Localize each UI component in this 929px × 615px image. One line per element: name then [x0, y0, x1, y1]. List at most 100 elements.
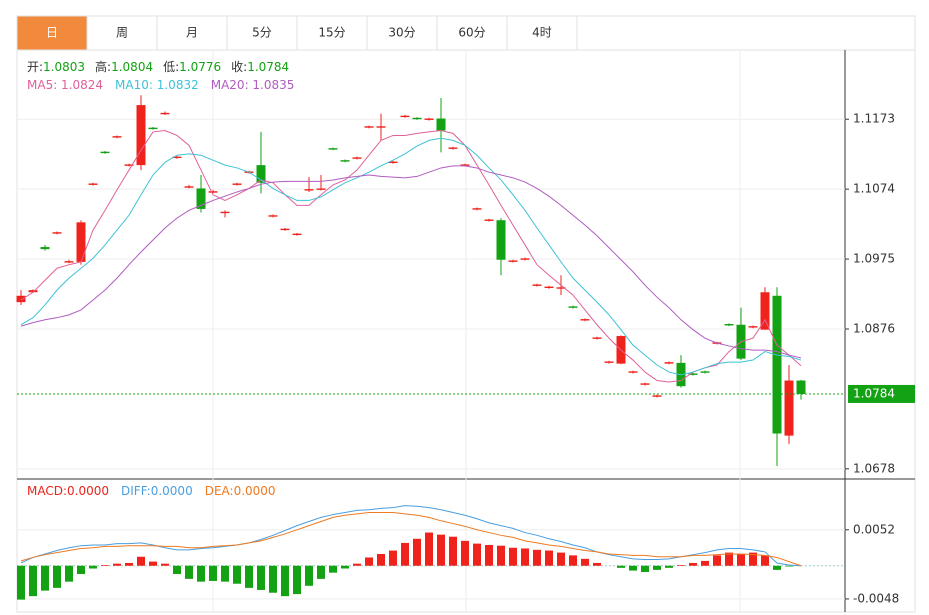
- candle-body: [16, 295, 26, 303]
- y-tick-label: 0.0052: [853, 522, 895, 536]
- macd-legend-item: DEA:0.0000: [205, 484, 276, 498]
- tab[interactable]: [366, 15, 438, 51]
- candle-body: [580, 319, 590, 321]
- macd-bar: [17, 565, 25, 600]
- macd-bar: [509, 547, 517, 566]
- tab-label[interactable]: 4时: [532, 26, 552, 40]
- candle-body: [364, 126, 374, 128]
- tab-label[interactable]: 日: [46, 26, 58, 40]
- macd-bar: [341, 565, 349, 569]
- macd-bar: [521, 548, 529, 566]
- candle-body: [652, 395, 662, 397]
- macd-bar: [329, 565, 337, 573]
- macd-bar: [365, 557, 373, 566]
- candle-body: [340, 160, 350, 162]
- macd-bar: [413, 538, 421, 566]
- candle-body: [628, 371, 638, 373]
- macd-bar: [653, 565, 661, 570]
- macd-bar: [485, 545, 493, 566]
- macd-bar: [461, 540, 469, 566]
- candle-body: [664, 362, 674, 364]
- candle-body: [556, 287, 566, 289]
- macd-bar: [41, 565, 49, 591]
- ma-legend-item: MA10: 1.0832: [115, 78, 199, 92]
- macd-bar: [317, 565, 325, 579]
- macd-bar: [449, 536, 457, 566]
- candle-body: [40, 247, 50, 250]
- candle-body: [208, 191, 218, 193]
- candle-body: [496, 220, 506, 260]
- macd-bar: [89, 565, 97, 569]
- candle-body: [640, 383, 650, 385]
- candle-body: [184, 186, 194, 188]
- candle-body: [268, 215, 278, 217]
- info-label: 高:: [95, 59, 111, 74]
- macd-line: [20, 512, 802, 567]
- tab-label[interactable]: 30分: [388, 26, 415, 40]
- macd-bar: [269, 565, 277, 593]
- tab-label[interactable]: 周: [116, 26, 128, 40]
- candle-body: [508, 260, 518, 262]
- macd-bar: [65, 565, 73, 582]
- candle-body: [292, 233, 302, 236]
- macd-bar: [473, 543, 481, 566]
- tab-label[interactable]: 60分: [458, 26, 485, 40]
- macd-legend: MACD:0.0000 DIFF:0.0000 DEA:0.0000: [27, 484, 276, 498]
- last-price-label: 1.0784: [853, 386, 895, 400]
- info-value: 1.0784: [247, 60, 289, 74]
- candle-body: [760, 292, 770, 330]
- info-label: 低:: [163, 60, 179, 74]
- macd-bar: [533, 549, 541, 566]
- ma-legend-item: MA5: 1.0824: [27, 78, 103, 92]
- macd-bar: [245, 565, 253, 588]
- candle-body: [784, 380, 794, 436]
- candle-body: [280, 228, 290, 231]
- tab[interactable]: [436, 15, 508, 51]
- candle-body: [88, 183, 98, 185]
- macd-bar: [233, 565, 241, 584]
- tab[interactable]: [296, 15, 368, 51]
- macd-bar: [665, 565, 673, 568]
- macd-bar: [629, 565, 637, 571]
- candle-body: [604, 361, 614, 363]
- candle-body: [220, 211, 230, 214]
- macd-bar: [281, 565, 289, 597]
- tab[interactable]: [226, 15, 298, 51]
- macd-bar: [197, 565, 205, 582]
- ohlc-info: 开:1.0803 高:1.0804 低:1.0776 收:1.0784: [27, 59, 289, 74]
- candle-body: [772, 295, 782, 434]
- macd-bar: [749, 552, 757, 566]
- candle-body: [172, 156, 182, 159]
- tab[interactable]: [156, 15, 228, 51]
- candle-body: [532, 284, 542, 286]
- candle-body: [520, 258, 530, 260]
- candle-body: [424, 118, 434, 120]
- candle-body: [544, 286, 554, 289]
- candle-body: [376, 126, 386, 128]
- macd-bar: [377, 553, 385, 566]
- macd-bar: [545, 550, 553, 566]
- candle-body: [196, 188, 206, 209]
- tab-label[interactable]: 月: [186, 26, 198, 40]
- candle-body: [100, 151, 110, 154]
- macd-bar: [257, 565, 265, 590]
- macd-bar: [173, 565, 181, 575]
- macd-bar: [125, 562, 133, 566]
- y-tick-label: 1.1173: [853, 112, 895, 126]
- macd-bar: [437, 534, 445, 566]
- tab-label[interactable]: 5分: [252, 26, 272, 40]
- candle-body: [136, 105, 146, 166]
- tab-label[interactable]: 15分: [318, 26, 345, 40]
- macd-bar: [425, 532, 433, 566]
- macd-bar: [593, 562, 601, 566]
- tab[interactable]: [506, 15, 578, 51]
- ma-line: [20, 130, 802, 383]
- macd-bar: [737, 553, 745, 566]
- y-tick-label: 1.0678: [853, 461, 895, 475]
- macd-bar: [641, 565, 649, 572]
- candle-body: [328, 148, 338, 150]
- macd-bar: [149, 561, 157, 566]
- macd-bar: [677, 565, 685, 566]
- macd-bar: [725, 552, 733, 566]
- candle-body: [484, 219, 494, 221]
